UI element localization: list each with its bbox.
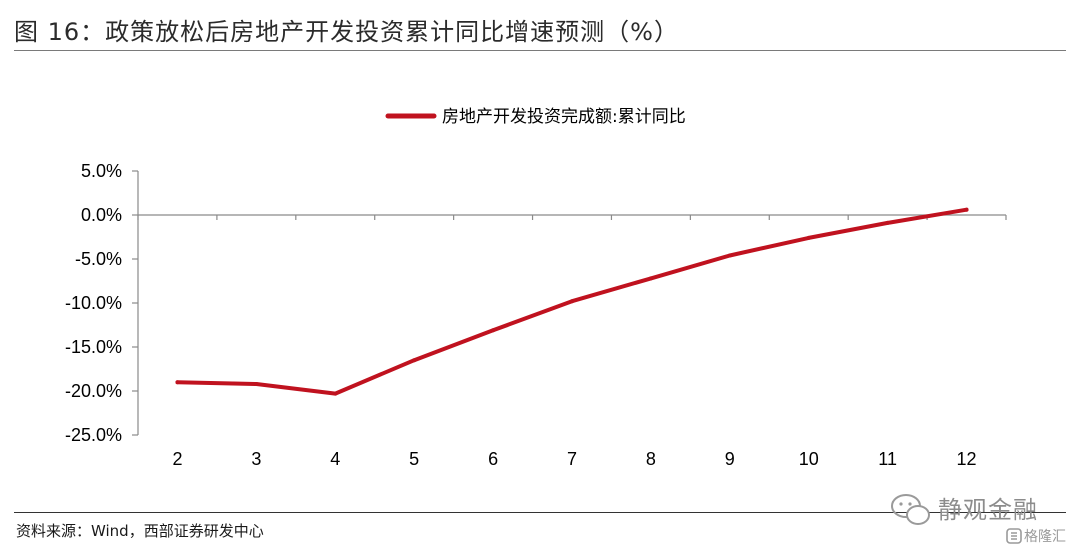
x-tick-label: 10 [799, 449, 819, 469]
y-tick-label: 0.0% [81, 205, 122, 225]
header-divider [14, 50, 1066, 51]
data-point [648, 276, 653, 281]
y-tick-label: -10.0% [65, 293, 122, 313]
x-tick-label: 9 [725, 449, 735, 469]
x-tick-label: 2 [172, 449, 182, 469]
data-point [254, 381, 259, 386]
data-point [806, 235, 811, 240]
x-tick-label: 12 [957, 449, 977, 469]
data-point [727, 253, 732, 258]
x-tick-label: 11 [878, 449, 897, 469]
data-point [333, 391, 338, 396]
legend-label: 房地产开发投资完成额:累计同比 [442, 107, 686, 127]
data-point [175, 380, 180, 385]
chart-title: 图 16：政策放松后房地产开发投资累计同比增速预测（%） [14, 18, 679, 46]
y-tick-label: -15.0% [65, 337, 122, 357]
watermark-text: 静观金融 [938, 496, 1038, 524]
data-point [885, 220, 890, 225]
footer-divider [14, 512, 1066, 513]
line-chart: 5.0% 0.0% -5.0% -10.0% -15.0% -20.0% -25.0% 2 3… [65, 107, 1007, 469]
logo-icon [1006, 528, 1022, 544]
x-tick-label: 8 [646, 449, 656, 469]
x-tick-label: 4 [330, 449, 340, 469]
x-tick-label: 3 [251, 449, 261, 469]
x-tick-label: 7 [567, 449, 577, 469]
y-tick-label: -25.0% [65, 425, 122, 445]
x-tick-label: 5 [409, 449, 419, 469]
source-note: 资料来源：Wind，西部证券研发中心 [16, 522, 264, 540]
y-tick-label: 5.0% [81, 161, 122, 181]
y-tick-label: -5.0% [75, 249, 122, 269]
watermark-sub-text: 格隆汇 [1024, 529, 1066, 545]
data-point [412, 358, 417, 363]
x-tick-label: 6 [488, 449, 498, 469]
data-point [491, 328, 496, 333]
watermark: 静观金融 格隆汇 [888, 490, 1068, 550]
data-point [964, 207, 969, 212]
y-tick-label: -20.0% [65, 381, 122, 401]
data-point [570, 299, 574, 304]
wechat-icon [891, 494, 930, 525]
